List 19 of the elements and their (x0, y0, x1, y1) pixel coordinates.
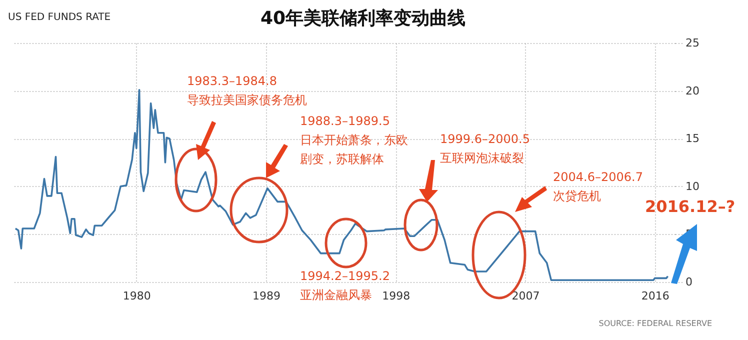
chart-title: 40年美联储利率变动曲线 (260, 8, 466, 29)
annotation: 1983.3–1984.8 导致拉美国家债务危机 (187, 74, 307, 107)
annotation: 2016.12–? (645, 197, 736, 216)
x-tick-label: 1980 (122, 290, 151, 302)
annotation: 剧变，苏联解体 (300, 152, 384, 166)
annotation: 2004.6–2006.7 次贷危机 (553, 170, 643, 203)
y-tick-label: 0 (686, 276, 692, 288)
source-note: SOURCE: FEDERAL RESERVE (598, 319, 712, 328)
y-tick-label: 10 (686, 180, 700, 193)
y-tick-label: 25 (686, 36, 700, 50)
y-tick-label: 15 (686, 132, 700, 146)
annotation: 1988.3–1989.5 日本开始萧条，东欧 (300, 114, 408, 147)
chart-subtitle: US FED FUNDS RATE (8, 12, 111, 23)
y-tick-label: 20 (686, 84, 700, 98)
x-tick-label: 1998 (382, 290, 410, 302)
x-tick-label: 2016 (641, 290, 670, 302)
x-tick-label: 2007 (512, 290, 540, 302)
x-tick-label: 1989 (252, 290, 281, 302)
annotation: 1999.6–2000.5 互联网泡沫破裂 (440, 132, 530, 165)
